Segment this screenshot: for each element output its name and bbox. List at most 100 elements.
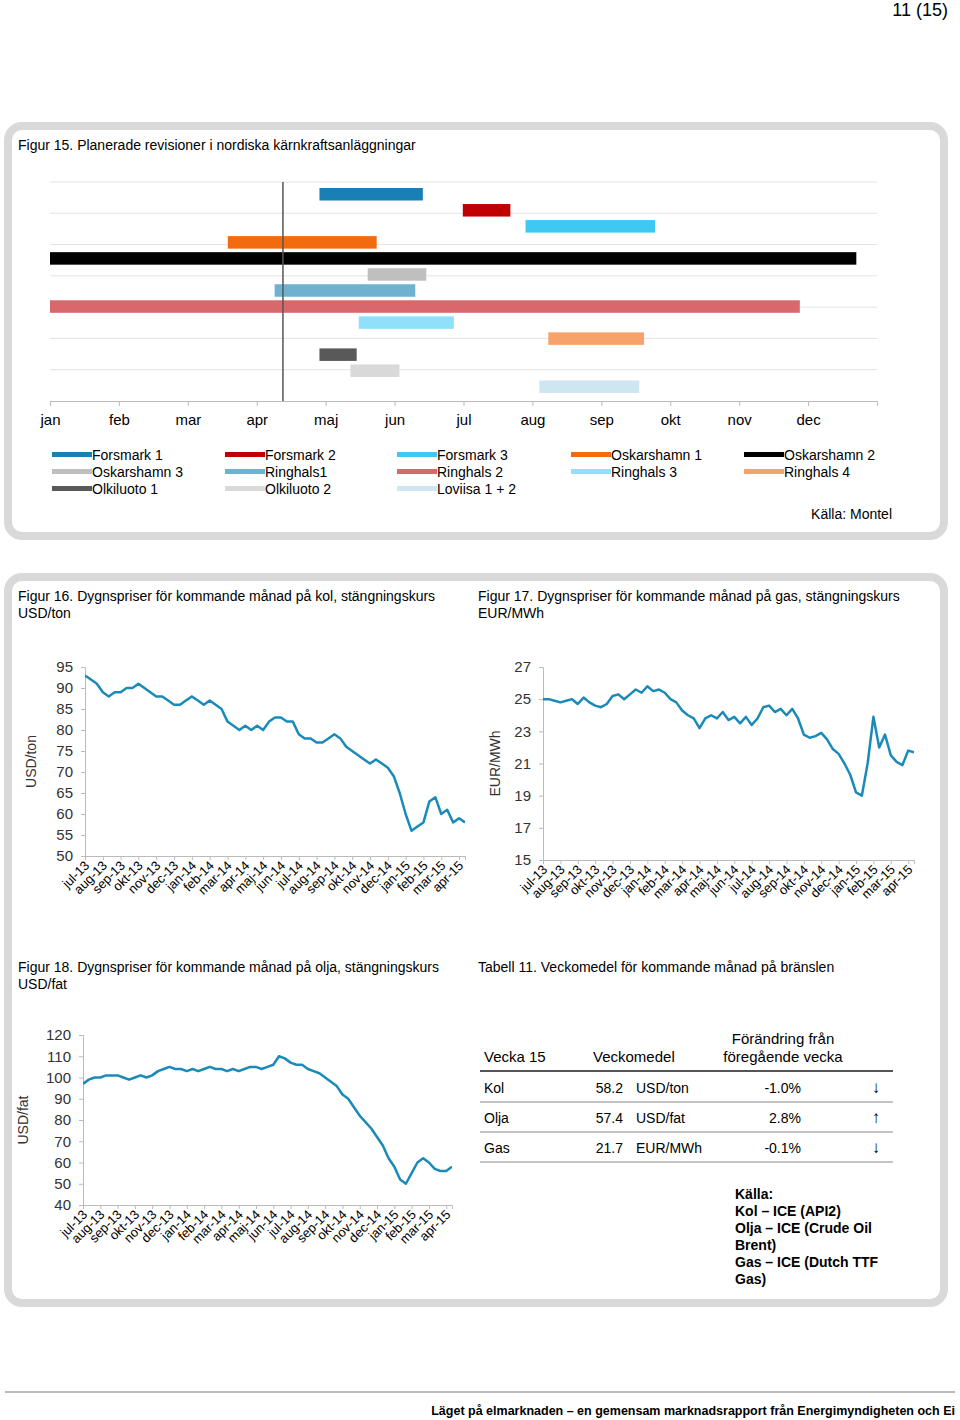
tick-mark [769,860,770,864]
tick-mark [81,772,85,773]
tick-mark [459,856,460,860]
tick-mark [908,860,909,864]
footer: Läget på elmarknaden – en gemensam markn… [431,1404,955,1418]
legend-item: Ringhals 2 [397,464,503,480]
chart-title: Figur 16. Dygnspriser för kommande månad… [18,588,435,604]
tick-mark [891,860,892,864]
tick-mark [81,688,85,689]
y-tick: 120 [46,1026,83,1043]
legend-label: Ringhals 4 [784,464,850,480]
tick-mark [539,828,543,829]
y-tick: 50 [54,1175,83,1192]
legend-label: Forsmark 3 [437,447,508,463]
line [83,1056,452,1184]
tick-mark [360,1205,361,1209]
tick-mark [630,860,631,864]
tick-mark [786,860,787,864]
tick-mark [103,856,104,860]
x-tick: feb [109,401,130,428]
tick-mark [739,401,740,406]
x-axis: jul-13aug-13sep-13okt-13nov-13dec-13jan-… [56,1205,453,1247]
legend-label: Oskarshamn 3 [92,464,183,480]
grid-line [50,369,877,370]
tick-mark [647,860,648,864]
legend-item: Ringhals 3 [571,464,677,480]
x-tick: aug [520,401,545,428]
tick-mark [804,860,805,864]
x-tick: apr-15 [416,1205,453,1244]
tick-mark [299,856,300,860]
table-source: Kol – ICE (API2) [735,1203,841,1219]
tick-mark [221,1205,222,1209]
tick-label: 95 [56,658,73,675]
tick-mark [152,1205,153,1209]
legend-label: Oskarshamn 2 [784,447,875,463]
tick-mark [334,856,335,860]
tick-mark [682,860,683,864]
tick-label: 50 [54,1175,71,1192]
legend-swatch [571,452,611,457]
tick-mark [429,1205,430,1209]
table-cell: Olja [484,1110,509,1126]
tick-mark [81,835,85,836]
x-tick: mar [175,401,201,428]
legend-label: Olkiluoto 2 [265,481,331,497]
legend-swatch [744,469,784,474]
tick-label: 19 [514,787,531,804]
y-tick: 55 [56,826,85,843]
y-tick: 27 [514,658,543,675]
tick-label: 21 [514,755,531,772]
x-tick: maj [314,401,338,428]
tick-label: apr-15 [878,862,915,899]
y-tick: 17 [514,819,543,836]
tick-mark [79,1163,83,1164]
grid-line [50,275,877,276]
legend-item: Olkiluoto 2 [225,481,331,497]
tick-mark [717,860,718,864]
header-cell: Veckomedel [593,1048,675,1065]
bar [463,204,511,217]
legend-item: Ringhals1 [225,464,327,480]
x-tick: apr-15 [429,856,466,895]
tick-mark [394,1205,395,1209]
table-rule [480,1102,893,1103]
bar [50,300,800,313]
tick-mark [169,1205,170,1209]
x-tick: jul [455,401,471,428]
plot [85,675,465,830]
tick-label: 80 [54,1111,71,1128]
tick-label: 17 [514,819,531,836]
y-tick: 25 [514,690,543,707]
tick-label: 55 [56,826,73,843]
tick-mark [256,1205,257,1209]
tick-mark [539,860,543,861]
tick-mark [317,856,318,860]
y-tick: 60 [54,1154,83,1171]
tick-mark [532,401,533,406]
tick-label: 80 [56,721,73,738]
legend-item: Oskarshamn 1 [571,447,702,463]
x-tick: okt [661,401,682,428]
y-tick: 75 [56,742,85,759]
bar [275,284,416,297]
x-tick: nov [728,401,753,428]
tick-mark [50,401,51,406]
tick-mark [406,856,407,860]
tick-mark [79,1035,83,1036]
tick-label: sep [590,411,614,428]
y-tick: 100 [46,1069,83,1086]
tick-mark [138,856,139,860]
tick-mark [81,667,85,668]
tick-mark [79,1205,83,1206]
legend-label: Olkiluoto 1 [92,481,158,497]
tick-label: 85 [56,700,73,717]
tick-mark [808,401,809,406]
chart-title: Figur 17. Dygnspriser för kommande månad… [478,588,900,604]
y-tick: 90 [56,679,85,696]
tick-mark [239,1205,240,1209]
legend-item: Olkiluoto 1 [52,481,158,497]
tick-mark [539,764,543,765]
y-tick: 60 [56,805,85,822]
table-source: Källa: [735,1186,773,1202]
tick-label: aug [520,411,545,428]
